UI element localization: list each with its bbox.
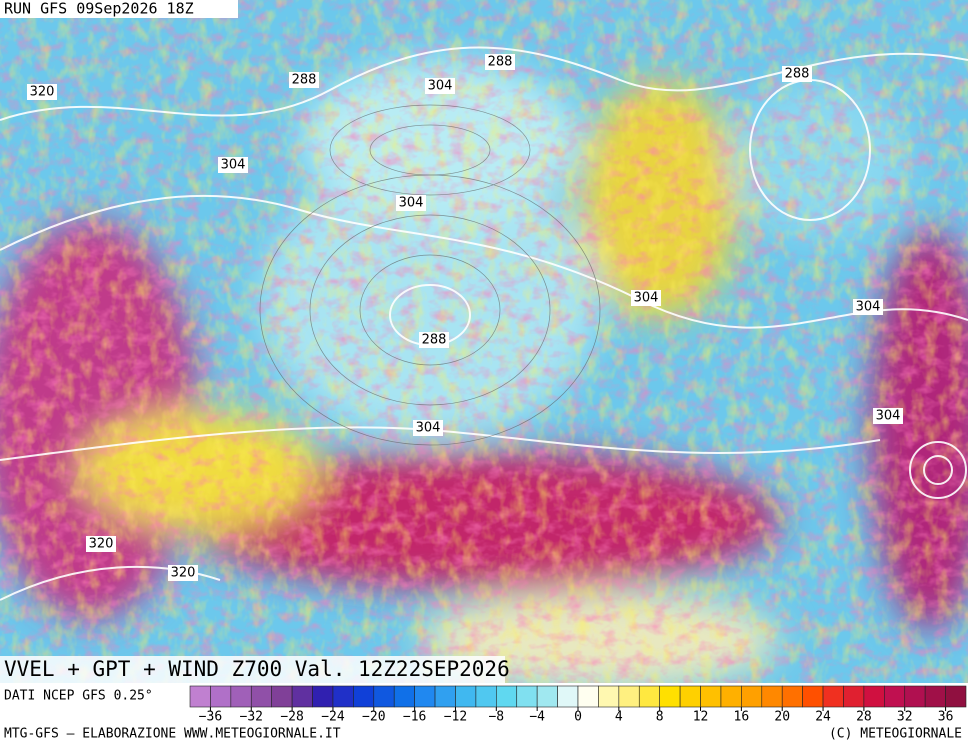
colorbar-tick-label: −12	[444, 710, 467, 725]
map-field	[0, 0, 968, 683]
contour-label: 304	[856, 300, 881, 315]
color-bin	[945, 685, 967, 708]
colorbar-tick-label: 20	[774, 710, 790, 725]
color-bin	[210, 685, 232, 708]
colorbar-tick-label: 0	[574, 710, 582, 725]
color-bin	[393, 685, 415, 708]
contour-label: 288	[488, 55, 513, 70]
contour-label-box	[86, 536, 116, 552]
contour-label: 304	[876, 409, 901, 424]
color-bin	[781, 685, 803, 708]
color-bin	[679, 685, 701, 708]
contour-label-box	[425, 78, 455, 94]
color-bin	[434, 685, 456, 708]
color-bin	[455, 685, 477, 708]
contour-label: 320	[30, 85, 55, 100]
color-bin	[250, 685, 272, 708]
title-box	[0, 656, 505, 683]
contour-label: 320	[171, 566, 196, 581]
color-bin	[536, 685, 558, 708]
colorbar-tick-label: −20	[362, 710, 385, 725]
color-bin	[741, 685, 763, 708]
contour-label-box	[419, 332, 449, 348]
contour-label: 288	[785, 67, 810, 82]
colorbar-tick-label: 16	[734, 710, 750, 725]
colorbar-tick-label: 28	[856, 710, 872, 725]
color-bin	[271, 685, 293, 708]
color-bin	[291, 685, 313, 708]
contour-label: 288	[422, 333, 447, 348]
contour-label-box	[168, 565, 198, 581]
contour-label: 304	[416, 421, 441, 436]
colorbar-tick-label: −4	[529, 710, 545, 725]
contour-label-box	[485, 54, 515, 70]
color-bin	[924, 685, 946, 708]
run-label: RUN GFS 09Sep2026 18Z	[4, 0, 194, 18]
contour-label-box	[853, 299, 883, 315]
color-bin	[475, 685, 497, 708]
colorbar-tick-label: −8	[488, 710, 504, 725]
color-bin	[189, 685, 211, 708]
colorbar-tick-label: −32	[240, 710, 263, 725]
colorbar-tick-label: −28	[280, 710, 303, 725]
color-bin	[577, 685, 599, 708]
color-bin	[230, 685, 252, 708]
colorbar-tick-label: 36	[938, 710, 954, 725]
contour-label-box	[289, 72, 319, 88]
contour-label: 304	[428, 79, 453, 94]
map-title: VVEL + GPT + WIND Z700 Val. 12Z22SEP2026	[4, 657, 510, 681]
color-bin	[761, 685, 783, 708]
colorbar-tick-label: −16	[403, 710, 426, 725]
colorbar-tick-label: 12	[693, 710, 709, 725]
colorbar-tick-label: −36	[199, 710, 222, 725]
contour-label: 304	[634, 291, 659, 306]
color-bin	[557, 685, 579, 708]
color-bin	[353, 685, 375, 708]
color-bin	[884, 685, 906, 708]
header-box	[0, 0, 238, 18]
color-bin	[802, 685, 824, 708]
contour-label: 320	[89, 537, 114, 552]
contour-label-box	[631, 290, 661, 306]
color-bin	[516, 685, 538, 708]
contour-label-box	[27, 84, 57, 100]
color-bin	[312, 685, 334, 708]
contour-label: 304	[399, 196, 424, 211]
contour-label-box	[396, 195, 426, 211]
copyright-label: (C) METEOGIORNALE	[829, 727, 962, 742]
contour-label-box	[413, 420, 443, 436]
color-bin	[700, 685, 722, 708]
color-bin	[373, 685, 395, 708]
contour-label: 304	[221, 158, 246, 173]
colorbar-tick-label: −24	[321, 710, 345, 725]
contour-label: 288	[292, 73, 317, 88]
color-bin	[863, 685, 885, 708]
colorbar-tick-label: 4	[615, 710, 623, 725]
colorbar-tick-label: 32	[897, 710, 913, 725]
color-bin	[843, 685, 865, 708]
color-bin	[720, 685, 742, 708]
contour-label-box	[218, 157, 248, 173]
color-bin	[659, 685, 681, 708]
color-bin	[618, 685, 640, 708]
color-bin	[598, 685, 620, 708]
color-bin	[822, 685, 844, 708]
contour-label-box	[873, 408, 903, 424]
colorbar-tick-label: 24	[815, 710, 831, 725]
source-label: DATI NCEP GFS 0.25°	[4, 689, 153, 704]
color-bin	[414, 685, 436, 708]
color-bin	[904, 685, 926, 708]
credit-label: MTG-GFS – ELABORAZIONE WWW.METEOGIORNALE…	[4, 727, 341, 742]
colorbar-tick-label: 8	[656, 710, 664, 725]
color-bin	[638, 685, 660, 708]
color-bin	[332, 685, 354, 708]
contour-label-box	[782, 66, 812, 82]
color-bin	[496, 685, 518, 708]
